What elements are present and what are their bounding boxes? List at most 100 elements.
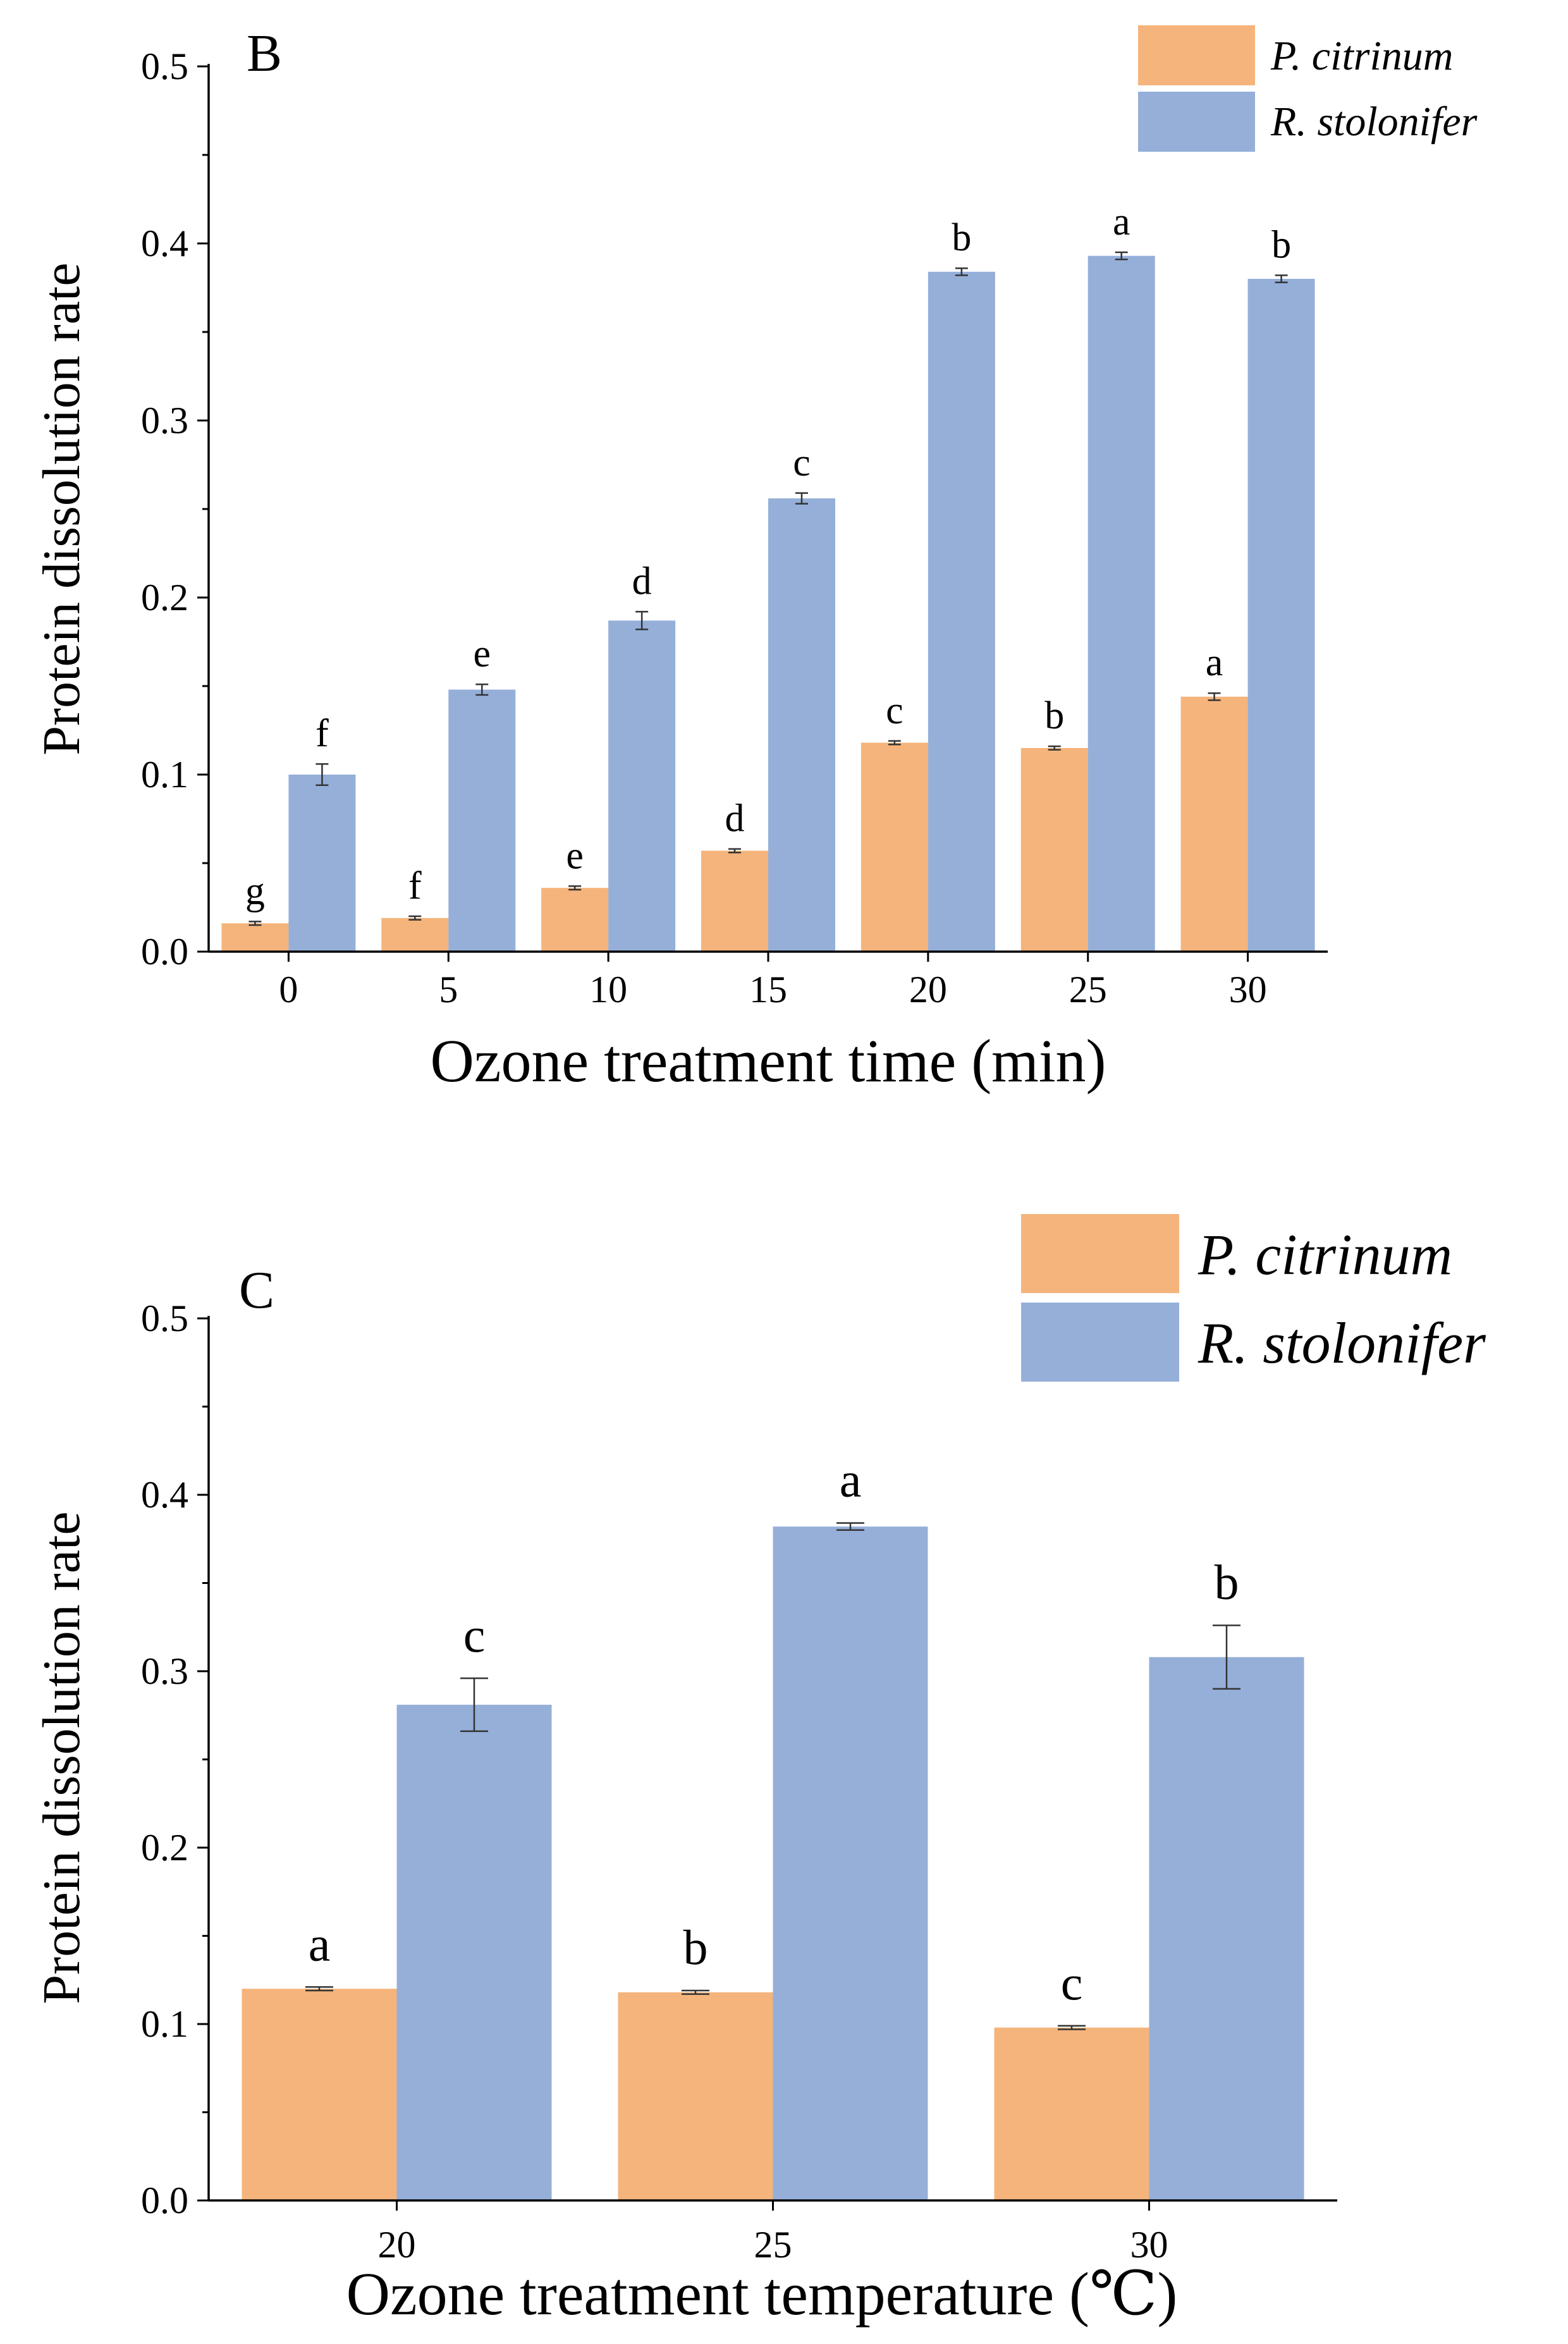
legend-swatch-p-citrinum — [1021, 1214, 1179, 1293]
panel-c-error-bar-p-citrinum-20 — [305, 1986, 333, 1992]
panel-b-error-bar-p-citrinum-25 — [1048, 745, 1061, 751]
panel-b-sig-letter-p-citrinum-5: f — [408, 864, 422, 907]
panel-c-y-tick-label-0.4: 0.4 — [141, 1474, 188, 1516]
panel-c-bars — [242, 1526, 1304, 2200]
panel-b-bar-r-stolonifer-30 — [1247, 279, 1315, 952]
panel-b-sig-letter-r-stolonifer-0: f — [315, 712, 329, 755]
panel-b-x-tick-label-20: 20 — [909, 969, 947, 1010]
panel-b-y-tick-label-0.3: 0.3 — [141, 400, 188, 441]
panel-b-chart: B g f f e e d d c c b b a a b 0 5 10 15 20 25 30 0.0 0.1 0.2 0.… — [32, 24, 1478, 1095]
panel-b-bar-r-stolonifer-0 — [288, 775, 356, 952]
panel-b-sig-letter-r-stolonifer-25: a — [1113, 200, 1130, 243]
panel-b-y-tick-label-0.1: 0.1 — [141, 754, 188, 795]
panel-b-error-bar-r-stolonifer-25 — [1115, 251, 1128, 261]
legend-label-p-citrinum: P. citrinum — [1197, 1222, 1452, 1287]
panel-b-x-tick-label-0: 0 — [279, 969, 298, 1010]
panel-c-bar-r-stolonifer-25 — [773, 1526, 928, 2200]
panel-c-y-tick-label-0.0: 0.0 — [141, 2180, 188, 2221]
panel-c-error-bar-r-stolonifer-20 — [460, 1677, 488, 1733]
panel-b-sig-letter-p-citrinum-15: d — [725, 797, 745, 840]
panel-b-x-tick-label-25: 25 — [1069, 969, 1107, 1010]
legend-label-r-stolonifer: R. stolonifer — [1197, 1311, 1486, 1375]
panel-b-sig-letter-r-stolonifer-20: b — [952, 216, 971, 259]
panel-b-ticks: 0 5 10 15 20 25 30 0.0 0.1 0.2 0.3 0.4 0.5 — [141, 46, 1267, 1010]
panel-b-sig-letter-p-citrinum-30: a — [1206, 641, 1223, 684]
panel-b-error-bar-r-stolonifer-20 — [955, 267, 968, 276]
panel-b-bars — [221, 255, 1315, 952]
panel-b-y-tick-label-0.4: 0.4 — [141, 223, 188, 264]
panel-b-error-bar-p-citrinum-10 — [568, 885, 582, 891]
panel-b-bar-p-citrinum-20 — [861, 742, 928, 952]
panel-c-x-axis-title: Ozone treatment temperature (℃) — [346, 2260, 1178, 2328]
panel-c-bar-p-citrinum-30 — [994, 2027, 1149, 2200]
panel-c-x-tick-label-30: 30 — [1130, 2224, 1168, 2266]
panel-b-sig-letter-p-citrinum-20: c — [886, 689, 903, 732]
panel-b-bar-p-citrinum-0 — [221, 923, 289, 952]
panel-b-y-tick-label-0.2: 0.2 — [141, 577, 188, 618]
panel-b-label: B — [247, 24, 282, 83]
panel-b-bar-r-stolonifer-15 — [768, 498, 835, 952]
panel-c-error-bar-p-citrinum-25 — [682, 1989, 709, 1995]
panel-c-bar-p-citrinum-20 — [242, 1989, 397, 2200]
panel-c-x-tick-label-20: 20 — [378, 2224, 416, 2266]
panel-b-error-bar-r-stolonifer-30 — [1275, 274, 1288, 283]
panel-b-bar-r-stolonifer-10 — [608, 620, 676, 952]
legend-swatch-p-citrinum — [1138, 25, 1255, 85]
panel-b-bar-r-stolonifer-20 — [928, 271, 995, 952]
panel-b-sig-letter-r-stolonifer-15: c — [793, 441, 811, 484]
panel-c-significance-letters: a c b a c b — [309, 1452, 1239, 2010]
panel-c-chart: C a c b a c b 20 25 30 0.0 0.1 0.2 0.3 0.4 0.5 P. cit… — [32, 1214, 1486, 2328]
panel-b-bar-r-stolonifer-5 — [448, 689, 516, 952]
panel-c-sig-letter-p-citrinum-30: c — [1061, 1955, 1083, 2010]
panel-b-y-tick-label-0.5: 0.5 — [141, 46, 188, 87]
panel-c-sig-letter-r-stolonifer-25: a — [840, 1452, 862, 1507]
panel-b-sig-letter-r-stolonifer-5: e — [474, 632, 491, 675]
panel-c-error-bar-r-stolonifer-25 — [836, 1522, 864, 1531]
panel-c-y-tick-label-0.1: 0.1 — [141, 2003, 188, 2045]
panel-b-error-bar-r-stolonifer-5 — [475, 683, 489, 696]
legend-label-p-citrinum: P. citrinum — [1270, 33, 1453, 79]
panel-c-bar-p-citrinum-25 — [618, 1992, 773, 2200]
panel-b-sig-letter-r-stolonifer-30: b — [1271, 223, 1291, 266]
legend-label-r-stolonifer: R. stolonifer — [1270, 99, 1478, 145]
panel-c-error-bar-r-stolonifer-30 — [1213, 1624, 1240, 1690]
panel-b-error-bar-r-stolonifer-15 — [795, 492, 808, 505]
panel-c-error-bars — [305, 1522, 1240, 2030]
panel-b-y-tick-label-0.0: 0.0 — [141, 931, 188, 973]
panel-c-sig-letter-r-stolonifer-30: b — [1215, 1554, 1239, 1609]
panel-c-bar-r-stolonifer-20 — [396, 1705, 552, 2200]
panel-b-error-bar-r-stolonifer-10 — [635, 611, 649, 630]
panel-c-y-tick-label-0.2: 0.2 — [141, 1827, 188, 1868]
panel-b-error-bar-r-stolonifer-0 — [315, 763, 329, 787]
panel-b-error-bar-p-citrinum-5 — [408, 915, 422, 921]
panel-b-sig-letter-r-stolonifer-10: d — [632, 560, 652, 603]
panel-c-sig-letter-p-citrinum-25: b — [683, 1920, 708, 1975]
panel-b-x-tick-label-15: 15 — [749, 969, 787, 1010]
panel-b-error-bar-p-citrinum-30 — [1208, 692, 1221, 701]
panel-b-bar-p-citrinum-15 — [701, 850, 768, 952]
panel-b-significance-letters: g f f e e d d c c b b a a b — [245, 200, 1291, 912]
panel-b-x-tick-label-30: 30 — [1229, 969, 1267, 1010]
panel-b-sig-letter-p-citrinum-10: e — [566, 834, 584, 877]
panel-b-bar-r-stolonifer-25 — [1087, 255, 1155, 952]
legend-swatch-r-stolonifer — [1138, 92, 1255, 152]
panel-c-y-tick-label-0.3: 0.3 — [141, 1650, 188, 1692]
panel-b-bar-p-citrinum-10 — [541, 888, 609, 952]
panel-b-x-tick-label-10: 10 — [589, 969, 627, 1010]
panel-c-ticks: 20 25 30 0.0 0.1 0.2 0.3 0.4 0.5 — [141, 1298, 1168, 2266]
panel-b-bar-p-citrinum-30 — [1180, 696, 1248, 952]
panel-c-y-axis-title: Protein dissolution rate — [32, 1511, 91, 2004]
panel-b-y-axis-title: Protein dissolution rate — [32, 262, 91, 755]
panel-b-sig-letter-p-citrinum-25: b — [1044, 694, 1064, 737]
panel-c-y-tick-label-0.5: 0.5 — [141, 1298, 188, 1339]
panel-c-legend: P. citrinum R. stolonifer — [1021, 1214, 1486, 1382]
panel-c-bar-r-stolonifer-30 — [1149, 1657, 1304, 2200]
panel-c-x-tick-label-25: 25 — [754, 2224, 792, 2266]
panel-c-sig-letter-r-stolonifer-20: c — [463, 1607, 486, 1662]
panel-b-error-bar-p-citrinum-15 — [728, 848, 741, 854]
panel-b-legend: P. citrinum R. stolonifer — [1138, 25, 1478, 152]
panel-c-sig-letter-p-citrinum-20: a — [309, 1916, 331, 1971]
panel-c-label: C — [239, 1261, 274, 1320]
panel-b-error-bar-p-citrinum-20 — [888, 740, 901, 746]
